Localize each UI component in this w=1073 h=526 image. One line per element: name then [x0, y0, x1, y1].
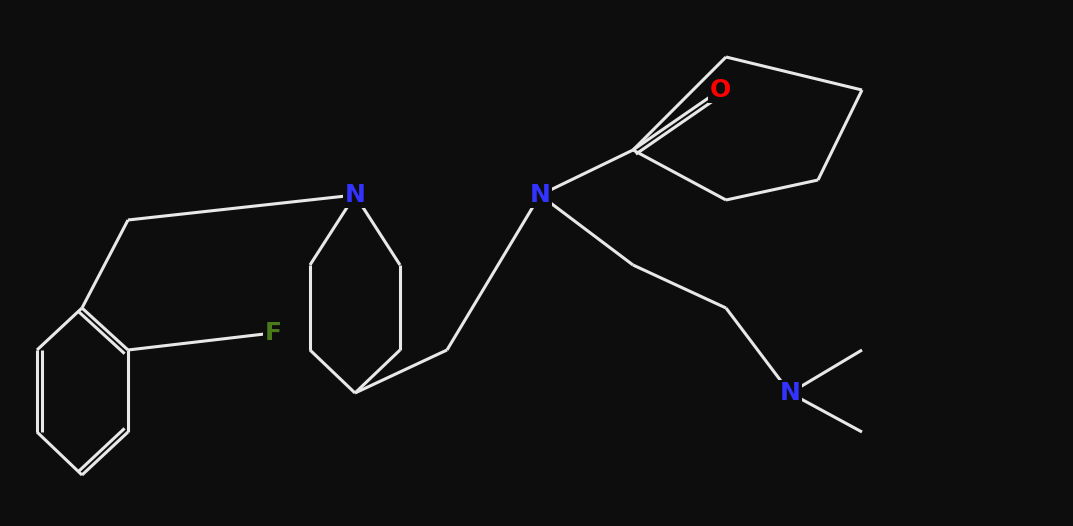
Text: N: N	[780, 381, 800, 405]
Text: N: N	[344, 183, 366, 207]
Text: F: F	[265, 321, 281, 345]
Text: O: O	[709, 78, 731, 102]
Text: N: N	[530, 183, 550, 207]
